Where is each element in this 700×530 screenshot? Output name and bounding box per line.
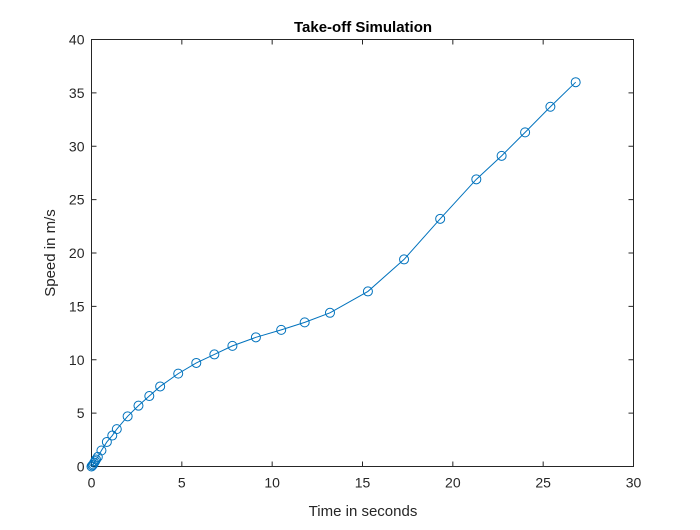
x-tick-label: 25 <box>535 475 551 491</box>
x-tick-label: 15 <box>355 475 371 491</box>
data-point-marker <box>111 424 122 435</box>
data-point-marker <box>155 381 166 392</box>
y-tick-label: 10 <box>69 352 85 368</box>
data-point-marker <box>362 286 373 297</box>
data-point-marker <box>299 317 310 328</box>
data-point-marker <box>86 461 97 472</box>
data-point-marker <box>92 451 103 462</box>
data-point-marker <box>496 150 507 161</box>
data-point-marker <box>324 307 335 318</box>
y-tick-label: 0 <box>77 459 85 475</box>
y-tick-label: 15 <box>69 298 85 314</box>
data-point-marker <box>399 254 410 265</box>
data-point-marker <box>173 368 184 379</box>
y-tick-label: 35 <box>69 85 85 101</box>
data-point-marker <box>88 459 99 470</box>
data-point-marker <box>471 174 482 185</box>
x-tick-label: 0 <box>88 475 96 491</box>
data-point-marker <box>570 77 581 88</box>
data-point-marker <box>435 213 446 224</box>
y-axis: 0 5 10 15 20 25 30 35 40 <box>69 32 634 475</box>
data-point-marker <box>191 357 202 368</box>
x-axis-label: Time in seconds <box>309 503 418 520</box>
data-point-marker <box>101 436 112 447</box>
y-tick-label: 20 <box>69 245 85 261</box>
data-point-marker <box>91 454 102 465</box>
data-point-marker <box>133 400 144 411</box>
chart-title: Take-off Simulation <box>294 19 432 36</box>
data-point-marker <box>122 411 133 422</box>
data-point-marker <box>276 324 287 335</box>
y-axis-label: Speed in m/s <box>42 209 59 297</box>
data-series <box>86 77 581 472</box>
x-tick-label: 20 <box>445 475 461 491</box>
y-tick-label: 40 <box>69 32 85 48</box>
x-tick-label: 5 <box>178 475 186 491</box>
plot-area-frame <box>91 39 634 467</box>
data-point-marker <box>227 340 238 351</box>
data-point-marker <box>209 349 220 360</box>
series-line <box>91 81 577 467</box>
data-point-marker <box>144 391 155 402</box>
x-tick-label: 10 <box>264 475 280 491</box>
x-axis: 0 5 10 15 20 25 30 <box>88 39 642 491</box>
data-point-marker <box>545 101 556 112</box>
data-point-marker <box>89 457 100 468</box>
data-point-marker <box>520 127 531 138</box>
y-tick-label: 25 <box>69 192 85 208</box>
data-point-marker <box>96 445 107 456</box>
x-tick-label: 30 <box>626 475 642 491</box>
y-tick-label: 5 <box>77 405 85 421</box>
y-tick-label: 30 <box>69 138 85 154</box>
data-point-marker <box>250 332 261 343</box>
